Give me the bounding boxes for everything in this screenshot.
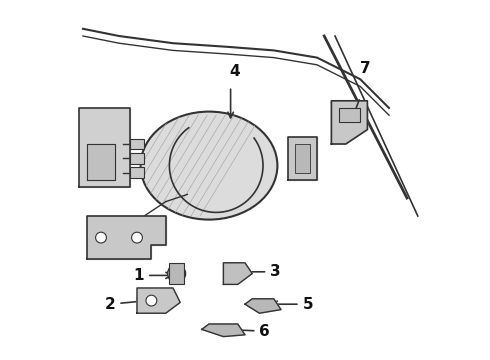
Text: 5: 5 [271,297,313,312]
Polygon shape [87,216,166,259]
Text: 3: 3 [239,264,281,279]
Circle shape [132,232,143,243]
Polygon shape [245,299,281,313]
Text: 6: 6 [228,324,270,339]
Text: 1: 1 [134,268,172,283]
Polygon shape [223,263,252,284]
Polygon shape [288,137,317,180]
Ellipse shape [141,112,277,220]
Text: 7: 7 [360,60,371,76]
Polygon shape [331,101,368,144]
Bar [130,139,144,149]
Text: 4: 4 [229,64,240,79]
Bar [130,153,144,164]
Polygon shape [79,108,130,187]
Bar [295,144,310,173]
Bar [170,263,184,284]
Polygon shape [87,144,116,180]
Circle shape [146,295,157,306]
Polygon shape [202,324,245,337]
Bar [339,108,360,122]
Polygon shape [137,288,180,313]
Circle shape [168,265,186,283]
Circle shape [96,232,106,243]
Text: 2: 2 [105,297,143,312]
Bar [130,167,144,178]
